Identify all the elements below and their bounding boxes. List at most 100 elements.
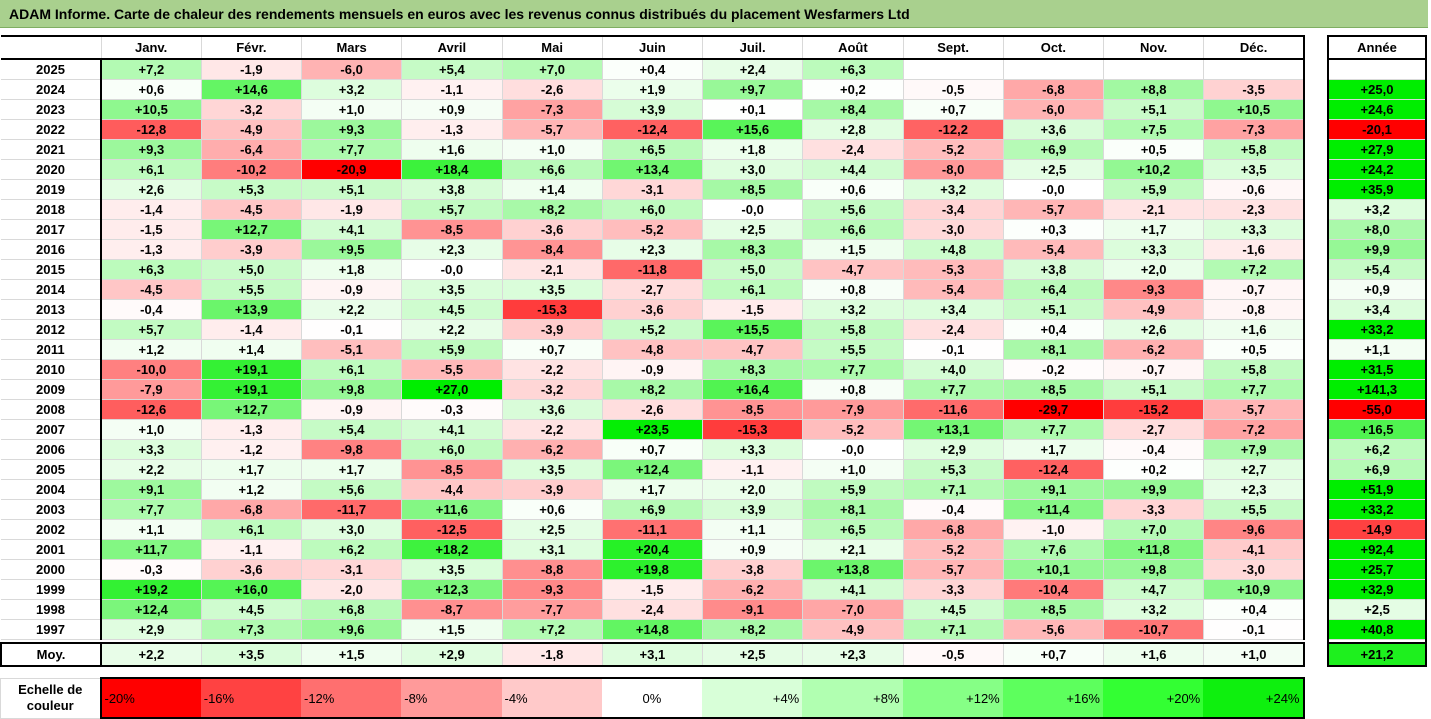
heatmap-cell: -0,0 — [701, 199, 804, 220]
spacer — [101, 639, 202, 643]
heatmap-cell: -5,4 — [902, 279, 1004, 300]
table-row: 2017 -1,5 +12,7 +4,1 -8,5 -3,6 -5,2 +2,5 +6,6 -3,… — [1, 219, 1306, 240]
heatmap-cell: +3,5 — [501, 459, 603, 480]
heatmap-cell: +8,2 — [601, 379, 704, 400]
heatmap-cell: -11,6 — [902, 399, 1004, 420]
heatmap-cell: -1,4 — [100, 199, 202, 220]
heatmap-cell: +12,4 — [100, 599, 202, 620]
heatmap-cell: +6,4 — [1002, 279, 1105, 300]
heatmap-cell: +0,4 — [601, 58, 704, 80]
heatmap-cell: -7,7 — [501, 599, 603, 620]
heatmap-cell: +6,6 — [802, 219, 904, 240]
year-label: 2009 — [1, 379, 102, 400]
heatmap-cell: +14,8 — [601, 619, 704, 640]
heatmap-cell: +4,5 — [401, 299, 503, 320]
heatmap-cell: +7,0 — [501, 58, 603, 80]
spacer — [1003, 639, 1104, 643]
heatmap-cell: +0,8 — [802, 379, 904, 400]
heatmap-cell: +7,2 — [100, 58, 202, 80]
table-row: 1999 +19,2 +16,0 -2,0 +12,3 -9,3 -1,5 -6,2 +4,1-… — [1, 579, 1306, 600]
annual-cell: +2,5 — [1327, 599, 1427, 620]
heatmap-cell: -6,0 — [1002, 99, 1105, 120]
average-annual-cell: +21,2 — [1327, 642, 1427, 667]
heatmap-cell: +7,7 — [1203, 379, 1306, 400]
color-scale-swatch: +20% — [1103, 677, 1204, 719]
heatmap-cell: -7,9 — [802, 399, 904, 420]
heatmap-cell: +7,5 — [1102, 119, 1205, 140]
heatmap-cell: +6,2 — [300, 539, 403, 560]
heatmap-cell: +0,8 — [802, 279, 904, 300]
heatmap-cell: +2,3 — [601, 239, 704, 260]
annual-cell: +92,4 — [1327, 539, 1427, 560]
corner-cell — [1, 35, 101, 60]
heatmap-cell: +1,0 — [100, 419, 202, 440]
heatmap-cell: +6,5 — [802, 519, 904, 540]
table-row: 2006 +3,3 -1,2 -9,8 +6,0 -6,2 +0,7 +3,3 -0,0 +2,9… — [1, 439, 1306, 460]
heatmap-cell: -3,3 — [1102, 499, 1205, 520]
heatmap-cell: +5,3 — [902, 459, 1004, 480]
heatmap-cell: +7,7 — [1002, 419, 1105, 440]
spacer — [1103, 639, 1204, 643]
heatmap-cell: +6,6 — [501, 159, 603, 180]
heatmap-cell: +3,6 — [1002, 119, 1105, 140]
month-header: Oct. — [1002, 35, 1105, 60]
heatmap-cell: -0,7 — [1102, 359, 1205, 380]
heatmap-cell: -1,3 — [100, 239, 202, 260]
heatmap-cell: -15,3 — [701, 419, 804, 440]
year-label: 2021 — [1, 139, 102, 160]
spacer — [1327, 639, 1427, 643]
heatmap-cell: -6,8 — [902, 519, 1004, 540]
heatmap-cell: +3,3 — [1102, 239, 1205, 260]
table-row: 2007 +1,0 -1,3 +5,4 +4,1 -2,2 +23,5 -15,3 -5,2 +1… — [1, 419, 1306, 440]
heatmap-cell: +2,2 — [300, 299, 403, 320]
heatmap-cell: -1,5 — [100, 219, 202, 240]
table-row: 2014 -4,5 +5,5 -0,9 +3,5 +3,5 -2,7 +6,1 +0,8 -5,4… — [1, 279, 1306, 300]
heatmap-cell: +2,5 — [701, 219, 804, 240]
table-row: 2015 +6,3 +5,0 +1,8 -0,0 -2,1 -11,8 +5,0 -4,7 -5,… — [1, 259, 1306, 280]
color-scale-swatch: +4% — [702, 677, 803, 719]
heatmap-cell: +6,3 — [802, 58, 904, 80]
heatmap-cell: +8,3 — [701, 239, 804, 260]
heatmap-cell: +1,7 — [601, 479, 704, 500]
heatmap-cell: +1,7 — [200, 459, 303, 480]
heatmap-cell: -1,3 — [401, 119, 503, 140]
heatmap-cell: -0,4 — [902, 499, 1004, 520]
heatmap-cell: +1,0 — [802, 459, 904, 480]
heatmap-cell: +10,2 — [1102, 159, 1205, 180]
heatmap-cell: -3,6 — [501, 219, 603, 240]
heatmap-cell: +1,0 — [501, 139, 603, 160]
heatmap-cell: +5,8 — [1203, 359, 1306, 380]
heatmap-cell: -5,7 — [1002, 199, 1105, 220]
heatmap-cell: -3,2 — [200, 99, 303, 120]
table-row: 2019 +2,6 +5,3 +5,1 +3,8 +1,4 -3,1 +8,5 +0,6 +3,2… — [1, 179, 1306, 200]
heatmap-table: Janv. Févr. Mars Avril Mai Juin Juil. Août Sept.… — [0, 35, 1306, 667]
heatmap-cell: -2,2 — [501, 419, 603, 440]
year-label: 2001 — [1, 539, 102, 560]
heatmap-cell: -2,4 — [902, 319, 1004, 340]
heatmap-cell: +9,1 — [100, 479, 202, 500]
heatmap-cell: +0,4 — [1002, 319, 1105, 340]
year-label: 2019 — [1, 179, 102, 200]
heatmap-cell: +0,6 — [501, 499, 603, 520]
color-scale-swatch: -16% — [200, 677, 301, 719]
heatmap-cell: +0,1 — [701, 99, 804, 120]
table-row: 1997 +2,9 +7,3 +9,6 +1,5 +7,2 +14,8 +8,2 -4,9 +7,… — [1, 619, 1306, 640]
heatmap-cell: +7,7 — [100, 499, 202, 520]
heatmap-cell: -2,4 — [601, 599, 704, 620]
heatmap-cell: -0,8 — [1203, 299, 1306, 320]
annual-cell: +25,7 — [1327, 559, 1427, 580]
heatmap-cell: -0,1 — [300, 319, 403, 340]
heatmap-cell: +0,7 — [902, 99, 1004, 120]
heatmap-cell: +1,8 — [701, 139, 804, 160]
heatmap-cell: -8,5 — [401, 459, 503, 480]
heatmap-cell: +7,3 — [200, 619, 303, 640]
heatmap-cell: +10,5 — [1203, 99, 1306, 120]
heatmap-cell: -3,0 — [902, 219, 1004, 240]
heatmap-cell: +1,7 — [300, 459, 403, 480]
annual-cell: +141,3 — [1327, 379, 1427, 400]
heatmap-cell: +8,8 — [1102, 79, 1205, 100]
heatmap-cell: +7,7 — [802, 359, 904, 380]
heatmap-cell: +12,4 — [601, 459, 704, 480]
heatmap-cell: +6,1 — [200, 519, 303, 540]
table-row: 2012 +5,7 -1,4 -0,1 +2,2 -3,9 +5,2 +15,5 +5,8 -2,… — [1, 319, 1306, 340]
